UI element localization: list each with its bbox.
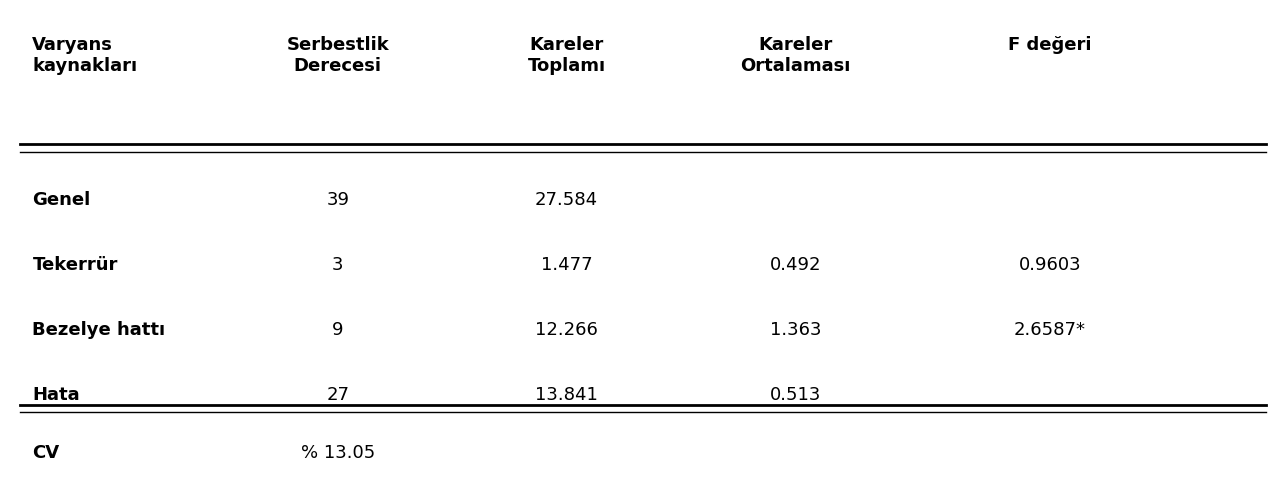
Text: Genel: Genel xyxy=(32,191,90,209)
Text: 39: 39 xyxy=(327,191,350,209)
Text: F değeri: F değeri xyxy=(1008,36,1092,54)
Text: 1.477: 1.477 xyxy=(541,256,593,274)
Text: Varyans
kaynakları: Varyans kaynakları xyxy=(32,36,138,75)
Text: 27.584: 27.584 xyxy=(535,191,598,209)
Text: Kareler
Toplamı: Kareler Toplamı xyxy=(527,36,606,75)
Text: Tekerrür: Tekerrür xyxy=(32,256,118,274)
Text: Kareler
Ortalaması: Kareler Ortalaması xyxy=(741,36,851,75)
Text: 1.363: 1.363 xyxy=(770,321,822,339)
Text: 27: 27 xyxy=(327,386,350,404)
Text: 2.6587*: 2.6587* xyxy=(1015,321,1087,339)
Text: 9: 9 xyxy=(332,321,343,339)
Text: Serbestlik
Derecesi: Serbestlik Derecesi xyxy=(287,36,390,75)
Text: 0.492: 0.492 xyxy=(770,256,822,274)
Text: % 13.05: % 13.05 xyxy=(301,444,374,462)
Text: 12.266: 12.266 xyxy=(535,321,598,339)
Text: Bezelye hattı: Bezelye hattı xyxy=(32,321,166,339)
Text: 13.841: 13.841 xyxy=(535,386,598,404)
Text: 0.513: 0.513 xyxy=(770,386,822,404)
Text: Hata: Hata xyxy=(32,386,80,404)
Text: CV: CV xyxy=(32,444,59,462)
Text: 3: 3 xyxy=(332,256,343,274)
Text: 0.9603: 0.9603 xyxy=(1019,256,1082,274)
